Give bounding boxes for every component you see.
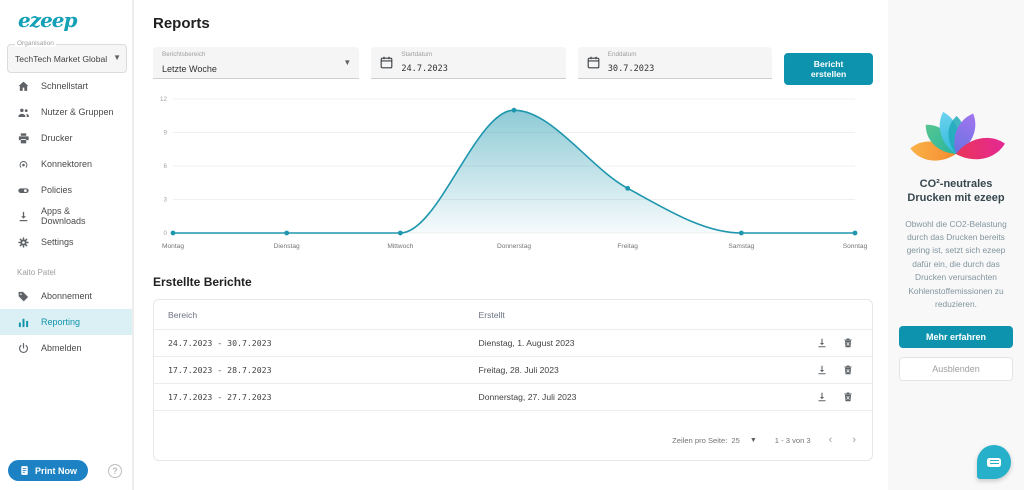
sidebar-item-nutzer-gruppen[interactable]: Nutzer & Gruppen	[0, 99, 132, 125]
calendar-icon	[587, 56, 600, 69]
weekly-print-activity-chart: 0 3 6 9 12 Montag Dienstag Mittwoch Donnerstag Fr…	[153, 89, 873, 262]
chat-bubble-icon	[987, 457, 1001, 467]
sidebar-item-schnellstart[interactable]: Schnellstart	[0, 73, 132, 99]
organisation-label: Organisation	[15, 40, 56, 47]
delete-report-button[interactable]	[842, 364, 854, 376]
organisation-value: TechTech Market Global	[15, 54, 108, 64]
report-range-value: Letzte Woche	[162, 64, 217, 74]
calendar-icon	[380, 56, 393, 69]
end-date-value: 30.7.2023	[607, 64, 655, 74]
svg-text:0: 0	[163, 230, 167, 237]
svg-text:Freitag: Freitag	[617, 243, 638, 250]
report-range-label: Berichtsbereich	[162, 51, 206, 58]
report-range-select[interactable]: Berichtsbereich Letzte Woche ▼	[153, 47, 360, 79]
report-created-cell: Donnerstag, 27. Juli 2023	[478, 392, 577, 402]
column-header-bereich: Bereich	[168, 309, 198, 320]
svg-text:Donnerstag: Donnerstag	[497, 243, 531, 250]
main-content: Reports Berichtsbereich Letzte Woche ▼ S…	[134, 0, 888, 490]
table-header-row: Bereich Erstellt	[154, 300, 872, 330]
chevron-down-icon: ▼	[343, 58, 352, 67]
create-report-button[interactable]: Bericht erstellen	[784, 53, 873, 85]
delete-report-button[interactable]	[842, 391, 854, 403]
end-date-field[interactable]: Enddatum 30.7.2023	[577, 47, 773, 79]
connector-icon	[19, 160, 28, 168]
next-page-button[interactable]: ›	[852, 434, 856, 446]
download-report-button[interactable]	[816, 337, 828, 349]
start-date-value: 24.7.2023	[401, 64, 448, 74]
svg-text:Montag: Montag	[162, 243, 184, 250]
sidebar-menu: Schnellstart Nutzer & Gruppen Drucker Ko…	[0, 73, 132, 255]
report-range-cell: 17.7.2023 - 28.7.2023	[168, 365, 272, 375]
pagination-range: 1 - 3 von 3	[774, 435, 811, 445]
promo-title: CO²-neutrales Drucken mit ezeep	[907, 178, 1005, 205]
sidebar-item-policies[interactable]: Policies	[0, 177, 132, 203]
chevron-down-icon: ▼	[749, 436, 757, 444]
sidebar-item-abmelden[interactable]: Abmelden	[0, 335, 132, 361]
svg-text:Dienstag: Dienstag	[274, 243, 300, 250]
chevron-down-icon: ▼	[113, 53, 121, 62]
sidebar-item-konnektoren[interactable]: Konnektoren	[0, 151, 132, 177]
learn-more-button[interactable]: Mehr erfahren	[899, 325, 1013, 348]
tag-icon	[18, 291, 29, 301]
ezeep-logo: ezeep	[18, 8, 78, 32]
report-range-cell: 17.7.2023 - 27.7.2023	[168, 392, 272, 402]
report-filters: Berichtsbereich Letzte Woche ▼ Startdatu…	[153, 47, 873, 85]
report-created-cell: Dienstag, 1. August 2023	[478, 338, 575, 348]
hide-button[interactable]: Ausblenden	[899, 356, 1013, 381]
table-row: 17.7.2023 - 27.7.2023 Donnerstag, 27. Ju…	[154, 384, 872, 411]
table-row: 24.7.2023 - 30.7.2023 Dienstag, 1. Augus…	[154, 330, 872, 357]
created-reports-table: Bereich Erstellt 24.7.2023 - 30.7.2023 D…	[153, 299, 873, 461]
column-header-erstellt: Erstellt	[478, 309, 505, 320]
report-range-cell: 24.7.2023 - 30.7.2023	[168, 338, 272, 348]
svg-text:Mittwoch: Mittwoch	[387, 243, 413, 250]
lotus-leaves-icon	[910, 111, 1005, 161]
created-reports-title: Erstellte Berichte	[153, 275, 252, 289]
users-icon	[18, 108, 29, 117]
sidebar-item-drucker[interactable]: Drucker	[0, 125, 132, 151]
printer-icon	[18, 132, 29, 143]
sidebar-item-abonnement[interactable]: Abonnement	[0, 283, 132, 309]
chat-button[interactable]	[977, 445, 1011, 479]
rows-per-page[interactable]: Zeilen pro Seite: 25 ▼	[672, 435, 757, 445]
end-date-label: Enddatum	[607, 51, 637, 58]
document-icon	[21, 466, 28, 475]
co2-promo-panel: CO²-neutrales Drucken mit ezeep Obwohl d…	[888, 0, 1024, 490]
sidebar-item-apps-downloads[interactable]: Apps & Downloads	[0, 203, 132, 229]
sidebar-item-reporting[interactable]: Reporting	[0, 309, 132, 335]
left-sidebar: ezeep Organisation TechTech Market Globa…	[0, 0, 134, 490]
svg-text:Sonntag: Sonntag	[843, 243, 868, 250]
organisation-select[interactable]: Organisation TechTech Market Global ▼	[7, 40, 127, 73]
svg-text:6: 6	[163, 163, 167, 170]
user-name: Kaito Patel	[17, 268, 56, 277]
print-now-button[interactable]: Print Now	[8, 460, 88, 481]
download-report-button[interactable]	[816, 391, 828, 403]
svg-text:9: 9	[163, 130, 167, 137]
table-pagination: Zeilen pro Seite: 25 ▼ 1 - 3 von 3 ‹ ›	[154, 434, 872, 460]
download-report-button[interactable]	[816, 364, 828, 376]
previous-page-button[interactable]: ‹	[828, 434, 833, 446]
table-row: 17.7.2023 - 28.7.2023 Freitag, 28. Juli …	[154, 357, 872, 384]
power-icon	[18, 342, 29, 353]
start-date-field[interactable]: Startdatum 24.7.2023	[371, 47, 566, 79]
rows-per-page-value: 25	[731, 435, 740, 445]
download-icon	[19, 211, 28, 221]
svg-text:Samstag: Samstag	[728, 243, 754, 250]
promo-body: Obwohl die CO2-Belastung durch das Druck…	[905, 218, 1007, 310]
svg-text:12: 12	[160, 96, 168, 103]
home-icon	[18, 81, 29, 91]
gear-icon	[18, 236, 29, 248]
toggle-icon	[18, 187, 29, 193]
sidebar-footer: Print Now ?	[8, 460, 128, 481]
report-created-cell: Freitag, 28. Juli 2023	[478, 365, 559, 375]
page-title: Reports	[153, 15, 210, 32]
sidebar-item-settings[interactable]: Settings	[0, 229, 132, 255]
help-button[interactable]: ?	[108, 463, 122, 478]
svg-text:3: 3	[163, 197, 167, 204]
delete-report-button[interactable]	[842, 337, 854, 349]
start-date-label: Startdatum	[401, 51, 433, 58]
user-section: Kaito Patel Abonnement Reporting Abmelde…	[0, 260, 132, 361]
bar-chart-icon	[18, 318, 29, 327]
